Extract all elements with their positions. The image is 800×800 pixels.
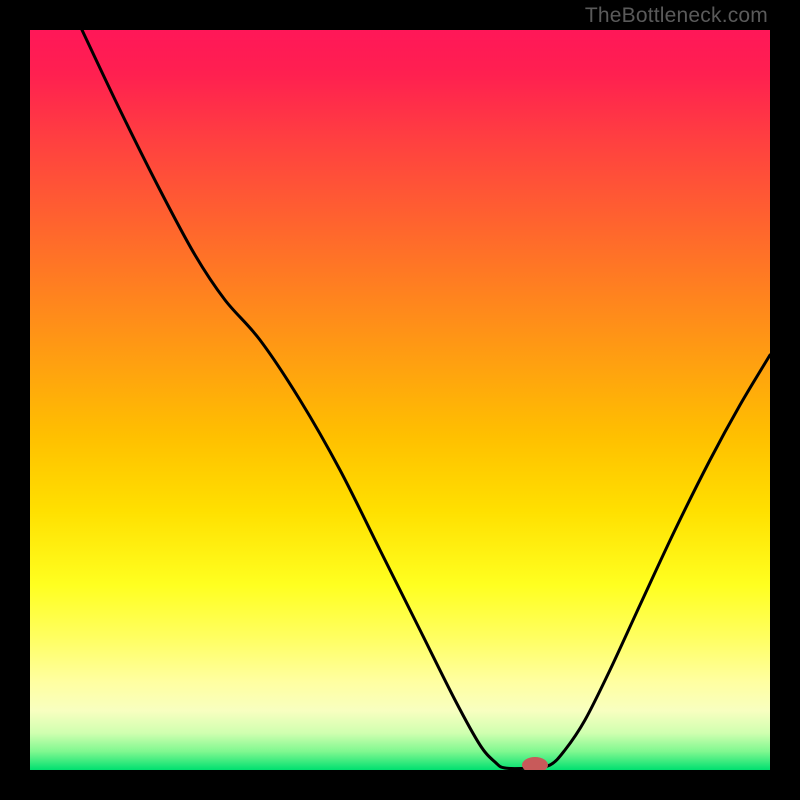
chart-frame: TheBottleneck.com	[0, 0, 800, 800]
plot-area	[30, 30, 770, 770]
gradient-background	[30, 30, 770, 770]
gradient-chart	[30, 30, 770, 770]
watermark-text: TheBottleneck.com	[585, 4, 768, 28]
